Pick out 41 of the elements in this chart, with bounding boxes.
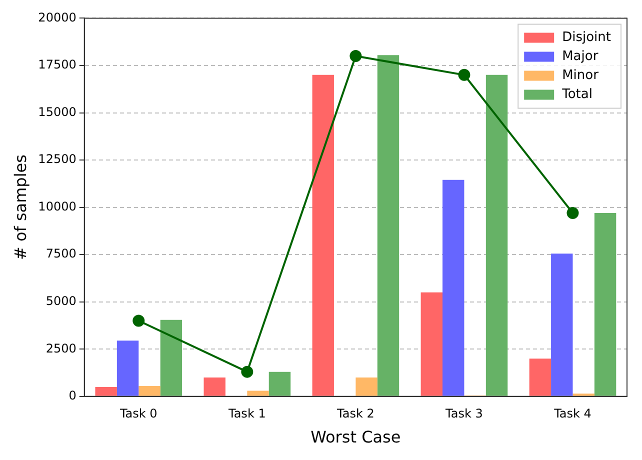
- bar: [312, 74, 334, 396]
- y-tick-label: 5000: [46, 294, 76, 308]
- bar: [377, 55, 400, 396]
- bar: [204, 377, 226, 396]
- x-tick-label: Task 4: [553, 406, 592, 421]
- y-tick-label: 7500: [46, 246, 76, 261]
- y-tick-label: 0: [68, 388, 76, 403]
- point: [566, 206, 579, 219]
- x-axis-title: Worst Case: [310, 428, 401, 447]
- x-tick-label: Task 0: [118, 406, 158, 421]
- bar: [529, 358, 552, 396]
- y-tick-label: 12500: [38, 152, 76, 166]
- bar: [356, 377, 378, 396]
- legend-label: Major: [562, 49, 599, 64]
- bar: [420, 292, 443, 396]
- y-tick-label: 17500: [38, 58, 76, 72]
- y-tick-label: 15000: [38, 104, 76, 119]
- x-tick-label: Task 2: [336, 406, 374, 421]
- bar: [486, 74, 508, 396]
- x-tick-label: Task 1: [227, 406, 266, 421]
- y-tick-label: 2500: [46, 341, 76, 356]
- y-axis-title: # of samples: [10, 154, 30, 260]
- bar: [95, 386, 117, 396]
- bar: [594, 212, 616, 396]
- bar: [160, 320, 182, 396]
- bar: [138, 386, 160, 396]
- legend-label: Disjoint: [562, 30, 612, 46]
- point: [350, 50, 362, 62]
- bar: [551, 254, 573, 396]
- y-tick-label: 10000: [38, 199, 76, 214]
- point: [132, 314, 145, 327]
- y-tick-label: 20000: [38, 10, 76, 24]
- point: [241, 366, 254, 378]
- x-tick-label: Task 3: [444, 406, 483, 421]
- bar: [116, 340, 139, 396]
- point: [458, 68, 470, 81]
- bar: [268, 372, 291, 396]
- bar: [442, 180, 464, 396]
- legend-label: Total: [561, 87, 592, 102]
- legend-label: Minor: [562, 68, 600, 84]
- bar: [247, 390, 269, 396]
